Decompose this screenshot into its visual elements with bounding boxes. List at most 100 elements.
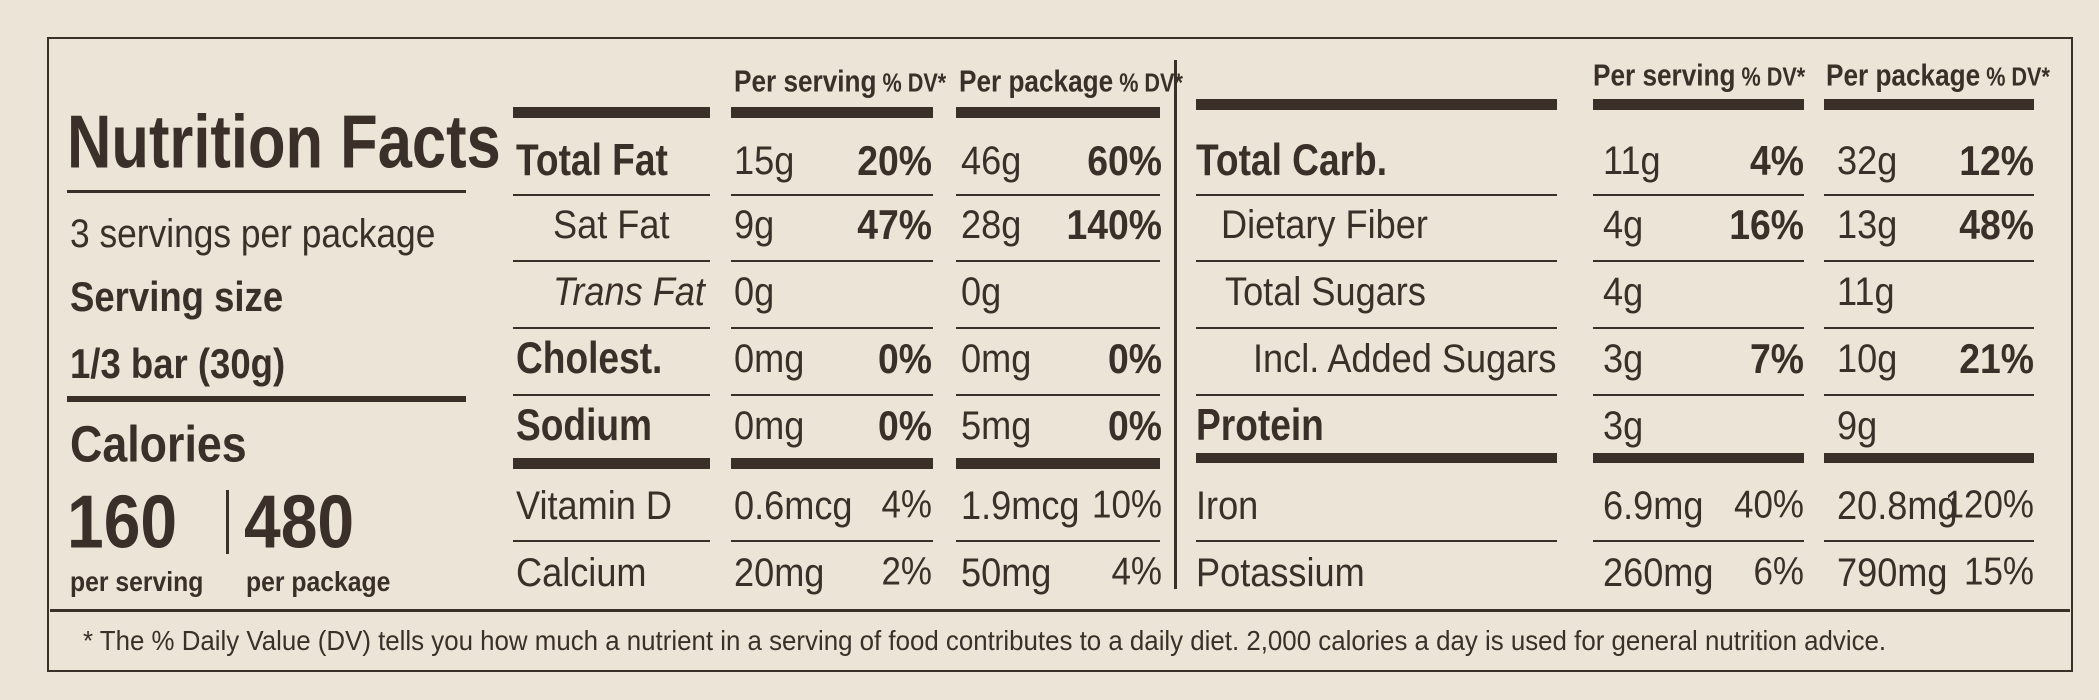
row-rule — [512, 194, 710, 197]
amount: 13g — [1837, 201, 1898, 247]
daily-value: 12% — [1959, 136, 2034, 184]
divider — [66, 396, 466, 402]
row-rule — [1593, 539, 1804, 542]
nutrient-name: Total Fat — [515, 135, 668, 185]
footnote: * The % Daily Value (DV) tells you how m… — [83, 625, 1887, 657]
row-rule — [512, 259, 710, 262]
row-rule — [731, 259, 934, 262]
amount: 6.9mg — [1602, 483, 1704, 529]
header-amount: Per serving — [733, 63, 877, 99]
daily-value: 0% — [1108, 335, 1163, 383]
row-rule — [512, 393, 710, 396]
row-rule — [512, 539, 710, 542]
daily-value: 4% — [1749, 136, 1804, 184]
divider — [66, 190, 466, 194]
header-bar — [731, 107, 934, 118]
row-rule — [1823, 539, 2034, 542]
nutrient-name: Vitamin D — [515, 483, 672, 529]
row-rule — [1195, 326, 1558, 329]
serving-size-label: Serving size — [69, 273, 283, 321]
row-rule — [1823, 393, 2034, 396]
row-rule — [956, 393, 1160, 396]
nutrient-name: Total Carb. — [1195, 135, 1387, 185]
daily-value: 0% — [877, 402, 932, 450]
column-header: Per serving % DV* — [733, 63, 946, 99]
header-bar — [512, 107, 710, 118]
amount: 10g — [1837, 335, 1898, 381]
row-rule — [1593, 326, 1804, 329]
daily-value: 47% — [857, 201, 932, 249]
row-rule — [1195, 539, 1558, 542]
daily-value: 140% — [1066, 201, 1163, 249]
header-bar — [1195, 99, 1558, 110]
row-rule — [731, 539, 934, 542]
amount: 5mg — [961, 402, 1032, 448]
amount: 32g — [1837, 137, 1898, 183]
header-bar — [1593, 99, 1804, 110]
amount: 9g — [1837, 402, 1878, 448]
amount: 1.9mcg — [961, 483, 1080, 529]
daily-value: 40% — [1733, 483, 1804, 527]
section-bar — [1593, 452, 1804, 464]
amount: 0g — [733, 268, 774, 314]
header-dv: % DV* — [1735, 63, 1806, 92]
amount: 0g — [961, 268, 1002, 314]
row-rule — [1195, 393, 1558, 396]
nutrient-name: Total Sugars — [1225, 268, 1427, 314]
daily-value: 16% — [1728, 201, 1804, 249]
calories-value: 480 — [243, 479, 354, 564]
amount: 790mg — [1837, 549, 1948, 595]
amount: 4g — [1602, 268, 1643, 314]
header-amount: Per package — [1826, 57, 1981, 93]
nutrient-name: Calcium — [515, 549, 647, 595]
daily-value: 6% — [1753, 550, 1804, 594]
amount: 9g — [733, 201, 774, 247]
daily-value: 48% — [1959, 201, 2034, 249]
amount: 3g — [1602, 335, 1643, 381]
header-amount: Per serving — [1593, 57, 1736, 93]
amount: 0.6mcg — [733, 483, 853, 529]
header-amount: Per package — [958, 63, 1113, 99]
daily-value: 20% — [857, 136, 932, 184]
row-rule — [1823, 194, 2034, 197]
amount: 4g — [1602, 201, 1643, 247]
header-bar — [956, 107, 1160, 118]
daily-value: 4% — [1111, 550, 1163, 594]
daily-value: 2% — [881, 550, 932, 594]
amount: 11g — [1837, 268, 1895, 314]
daily-value: 10% — [1092, 483, 1163, 527]
daily-value: 4% — [881, 483, 932, 527]
row-rule — [956, 539, 1160, 542]
row-rule — [956, 326, 1160, 329]
nutrient-name: Incl. Added Sugars — [1253, 335, 1557, 381]
daily-value: 21% — [1959, 335, 2034, 383]
row-rule — [731, 393, 934, 396]
daily-value: 0% — [1108, 402, 1163, 450]
row-rule — [512, 326, 710, 329]
row-rule — [1593, 393, 1804, 396]
row-rule — [1823, 326, 2034, 329]
amount: 50mg — [961, 549, 1052, 595]
section-bar — [1823, 452, 2034, 464]
nutrient-name: Trans Fat — [553, 268, 705, 314]
nutrient-name: Cholest. — [515, 333, 662, 383]
label-border — [46, 37, 2073, 673]
row-rule — [731, 326, 934, 329]
row-rule — [1195, 194, 1558, 197]
row-rule — [731, 194, 934, 197]
calories-value: 160 — [66, 479, 178, 564]
nutrient-name: Potassium — [1195, 549, 1365, 595]
row-rule — [956, 259, 1160, 262]
calories-unit: per package — [246, 566, 391, 598]
row-rule — [1823, 259, 2034, 262]
header-dv: % DV* — [1112, 69, 1183, 98]
daily-value: 15% — [1963, 550, 2034, 594]
servings: 3 servings per package — [69, 211, 436, 257]
amount: 0mg — [733, 402, 805, 448]
daily-value: 0% — [877, 335, 932, 383]
calories-unit: per serving — [69, 566, 203, 598]
amount: 0mg — [961, 335, 1032, 381]
nutrient-name: Iron — [1195, 483, 1259, 529]
amount: 46g — [961, 137, 1022, 183]
